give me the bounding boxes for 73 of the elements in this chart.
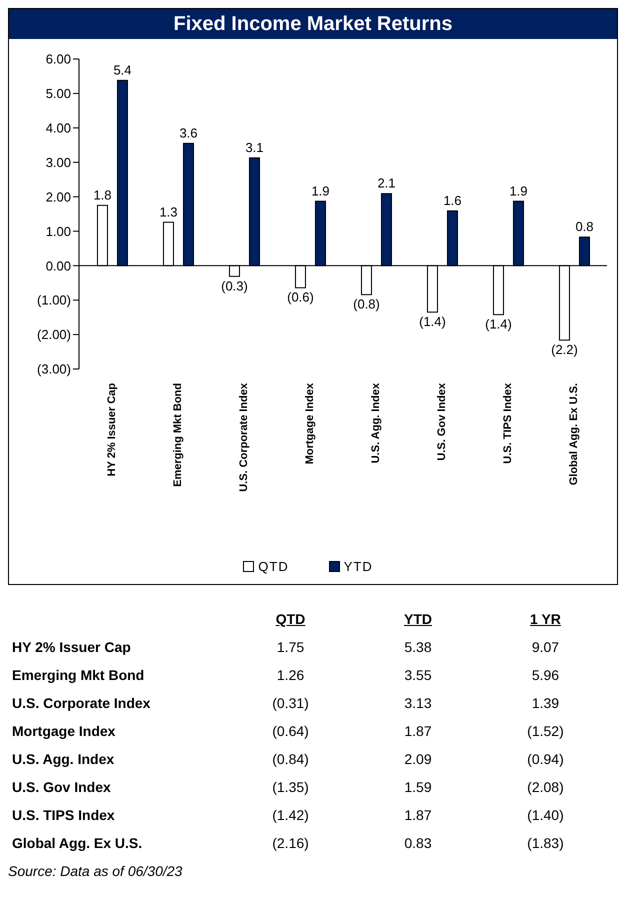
- data-label: 1.75: [276, 638, 306, 657]
- data-label: (1.83): [526, 834, 565, 853]
- data-label: 2.1: [377, 176, 396, 191]
- y-tick-label: (2.00): [37, 327, 71, 342]
- x-tick-label: U.S. TIPS Index: [502, 382, 514, 464]
- data-label: 9.07: [530, 638, 560, 657]
- data-label: 1.6: [443, 192, 462, 208]
- data-label: 3.13: [403, 694, 433, 713]
- category-label: U.S. Gov Index: [11, 778, 112, 797]
- text: YTD: [402, 610, 433, 629]
- data-label: 5.38: [403, 638, 433, 657]
- category-label: U.S. TIPS Index: [11, 806, 116, 825]
- data-label: (2.2): [551, 342, 578, 358]
- data-label: 1.9: [509, 183, 528, 198]
- y-tick-label: 5.00: [46, 86, 71, 102]
- data-label: (1.35): [271, 778, 310, 797]
- y-tick-label: 6.00: [46, 52, 71, 67]
- data-label: 1.87: [403, 806, 433, 825]
- y-tick-label: 0.00: [46, 258, 71, 274]
- data-label: (1.4): [485, 316, 512, 332]
- data-label: 1.8: [93, 187, 112, 202]
- category-label: U.S. Agg. Index: [11, 750, 116, 769]
- data-label: 1.26: [276, 666, 306, 685]
- category-label: Emerging Mkt Bond: [11, 666, 146, 685]
- x-tick-label: U.S. Agg. Index: [370, 382, 382, 464]
- x-tick-label: Emerging Mkt Bond: [172, 383, 184, 487]
- data-label: 1.39: [530, 694, 560, 713]
- source-note: Source: Data as of 06/30/23: [8, 863, 184, 879]
- data-label: 0.83: [403, 834, 433, 853]
- x-tick-label: HY 2% Issuer Cap: [106, 382, 118, 476]
- data-label: (1.40): [526, 806, 565, 825]
- legend-label: QTD: [258, 559, 289, 574]
- legend-label: YTD: [344, 559, 373, 574]
- x-tick-label: U.S. Corporate Index: [238, 382, 250, 492]
- data-label: (0.64): [271, 722, 310, 741]
- data-label: 2.09: [403, 750, 433, 769]
- data-label: 3.6: [179, 125, 198, 140]
- category-label: HY 2% Issuer Cap: [11, 638, 132, 657]
- data-label: (1.4): [419, 314, 446, 330]
- data-label: 3.55: [403, 666, 433, 685]
- x-tick-label: U.S. Gov Index: [436, 382, 448, 461]
- category-label: Global Agg. Ex U.S.: [11, 834, 144, 853]
- data-label: (0.84): [271, 750, 310, 769]
- y-tick-label: (3.00): [37, 362, 71, 377]
- data-label: (0.31): [271, 694, 310, 713]
- data-label: (0.94): [526, 750, 565, 769]
- y-tick-label: 3.00: [46, 154, 71, 170]
- category-label: U.S. Corporate Index: [11, 694, 152, 713]
- y-tick-label: 1.00: [46, 224, 71, 239]
- y-tick-label: 4.00: [46, 120, 71, 136]
- y-tick-label: (1.00): [37, 292, 71, 308]
- data-label: 1.9: [311, 183, 330, 198]
- data-label: 3.1: [245, 140, 264, 155]
- chart-title: Fixed Income Market Returns: [9, 9, 617, 39]
- data-label: (1.42): [271, 806, 310, 825]
- data-label: 0.8: [575, 219, 594, 234]
- data-label: 1.3: [159, 204, 178, 220]
- data-label: 5.4: [113, 62, 132, 78]
- y-tick-label: 2.00: [46, 189, 71, 204]
- data-label: (0.3): [221, 278, 248, 294]
- text: 1 YR: [529, 610, 562, 629]
- data-label: (1.52): [526, 722, 565, 741]
- data-label: (2.16): [271, 834, 310, 853]
- data-label: 1.59: [403, 778, 433, 797]
- x-tick-label: Global Agg. Ex U.S.: [568, 383, 580, 486]
- data-label: (0.8): [353, 296, 380, 312]
- data-label: (0.6): [287, 290, 314, 305]
- data-label: 1.87: [403, 722, 433, 741]
- category-label: Mortgage Index: [11, 722, 116, 741]
- data-label: 5.96: [530, 666, 560, 685]
- data-label: (2.08): [526, 778, 565, 797]
- text: QTD: [274, 610, 306, 629]
- x-tick-label: Mortgage Index: [304, 382, 316, 464]
